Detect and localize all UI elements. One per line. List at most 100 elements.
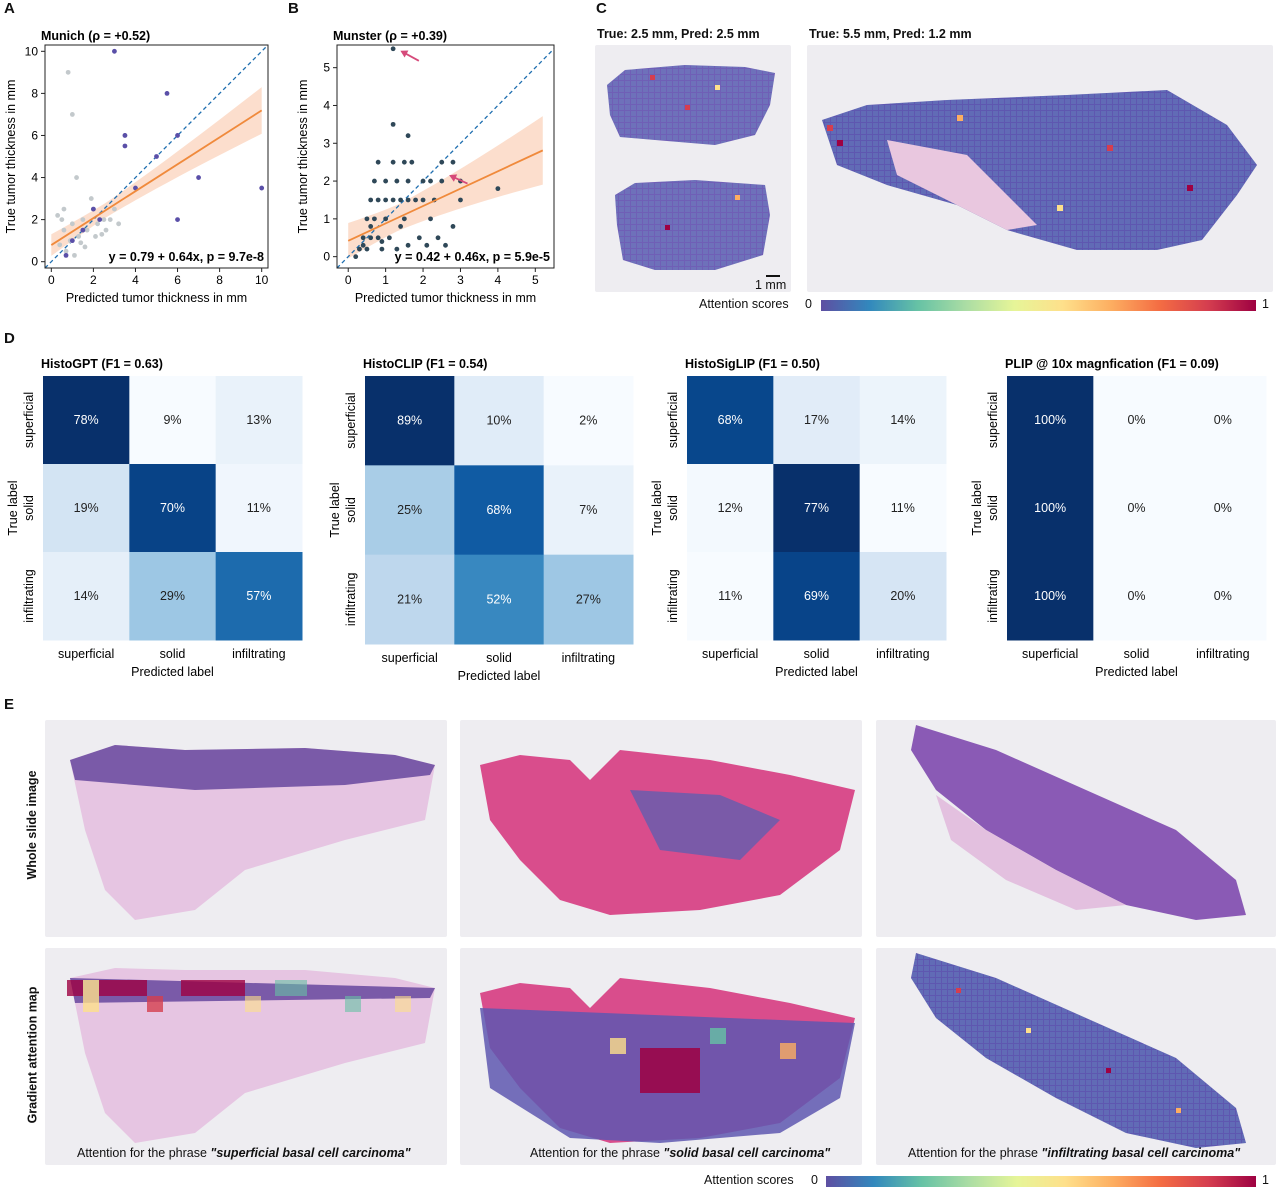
y-tick-label: solid	[986, 495, 1000, 521]
caption-infiltrating: Attention for the phrase "infiltrating b…	[908, 1146, 1241, 1160]
confusion-matrix-histoclip: HistoCLIP (F1 = 0.54) 89% 10% 2% 25% 68% 7% 21%…	[328, 357, 634, 683]
data-point	[368, 197, 374, 203]
data-point	[80, 227, 86, 233]
attention-slide-left-image	[607, 65, 775, 270]
data-point	[379, 239, 385, 244]
y-tick-label: 3	[323, 136, 330, 150]
data-point	[90, 206, 96, 212]
data-point	[416, 235, 422, 241]
x-tick-label: infiltrating	[232, 647, 286, 661]
scatter-plot-munster: Munster (ρ = +0.39) 0 1 2 3 4 5 0 1 2 3 4 5 Predicted…	[296, 29, 555, 305]
cell-value: 10%	[486, 414, 511, 428]
cell-value: 100%	[1034, 501, 1066, 515]
data-point	[375, 159, 381, 165]
data-point	[424, 242, 430, 248]
matrix-cell	[1093, 464, 1181, 553]
scatter-plot-munich: Munich (ρ = +0.52) 0 2 4 6 8 10 0 2 4 6 8 10 Predicte…	[4, 29, 269, 305]
y-axis-label: True label	[328, 482, 342, 537]
matrix-cell	[43, 376, 130, 465]
data-point	[405, 197, 411, 203]
x-tick-label: 4	[495, 273, 502, 287]
attention-slide-right	[807, 45, 1273, 292]
cell-value: 11%	[891, 501, 915, 515]
data-point	[72, 252, 77, 258]
x-axis-label: Predicted label	[131, 665, 214, 679]
data-point	[390, 121, 396, 127]
data-point	[93, 234, 98, 239]
data-point	[398, 197, 404, 203]
cell-value: 100%	[1034, 413, 1066, 427]
panel-c-left-title: True: 2.5 mm, Pred: 2.5 mm	[597, 27, 760, 41]
matrix-cell	[215, 376, 303, 465]
matrix-cell	[1179, 552, 1267, 641]
matrix-cell	[454, 554, 545, 645]
data-point	[69, 238, 75, 244]
cell-value: 77%	[804, 501, 829, 515]
y-tick-label: 2	[31, 213, 38, 227]
x-tick-label: 10	[255, 273, 269, 287]
y-axis-label: True label	[6, 480, 20, 535]
data-point	[372, 216, 377, 222]
x-tick-label: solid	[160, 647, 186, 661]
data-point	[61, 206, 67, 212]
y-tick-label: solid	[22, 495, 36, 521]
attention-superficial	[45, 948, 447, 1165]
data-point	[443, 242, 448, 248]
x-tick-label: infiltrating	[876, 647, 930, 661]
data-point	[383, 216, 389, 222]
data-point	[390, 197, 396, 203]
x-tick-label: 0	[48, 273, 55, 287]
data-point	[63, 252, 69, 258]
y-axis-label: True label	[650, 480, 664, 535]
attention-infiltrating-image	[911, 953, 1246, 1148]
scale-bar-label: 1 mm	[755, 278, 787, 292]
cell-value: 2%	[579, 414, 597, 428]
panel-e-colorbar-min: 0	[811, 1173, 818, 1187]
plot-title: Munster (ρ = +0.39)	[333, 29, 447, 43]
data-point	[84, 227, 90, 233]
x-tick-label: 3	[457, 273, 464, 287]
matrix-cell	[687, 464, 774, 553]
data-point	[61, 227, 67, 233]
data-point	[57, 242, 63, 248]
attention-slide-left	[595, 45, 791, 292]
matrix-cell	[859, 552, 947, 641]
data-point	[103, 227, 109, 233]
data-point	[259, 185, 265, 191]
matrix-cell	[129, 552, 217, 641]
y-tick-label: superficial	[344, 393, 358, 449]
confidence-band	[348, 116, 543, 259]
data-point	[383, 178, 389, 184]
y-tick-label: infiltrating	[986, 569, 1000, 623]
matrix-cell	[859, 376, 947, 465]
wsi-solid-image	[480, 750, 855, 915]
x-tick-label: solid	[1124, 647, 1150, 661]
x-tick-label: 8	[216, 273, 223, 287]
cell-value: 0%	[1214, 501, 1232, 515]
y-tick-label: 6	[31, 128, 38, 142]
matrix-cell	[1093, 552, 1181, 641]
x-tick-label: superficial	[1022, 647, 1078, 661]
matrix-cell	[1007, 464, 1094, 553]
x-tick-label: solid	[804, 647, 830, 661]
cell-value: 14%	[74, 589, 99, 603]
data-point	[133, 185, 138, 191]
data-point	[107, 217, 113, 223]
cell-value: 69%	[804, 589, 829, 603]
data-point	[364, 216, 370, 222]
attention-solid	[460, 948, 862, 1165]
wsi-infiltrating-image	[911, 725, 1246, 920]
highlight-arrowhead	[400, 50, 409, 58]
y-tick-label: 1	[323, 212, 330, 226]
data-point	[372, 178, 377, 184]
data-point	[368, 235, 374, 241]
cell-value: 19%	[74, 501, 99, 515]
x-tick-label: superficial	[58, 647, 114, 661]
data-point	[112, 48, 117, 54]
data-point	[88, 196, 94, 201]
panel-e-colorbar-max: 1	[1262, 1173, 1269, 1187]
x-axis-label: Predicted label	[458, 669, 541, 683]
panel-c-right-title: True: 5.5 mm, Pred: 1.2 mm	[809, 27, 972, 41]
cell-value: 70%	[160, 501, 185, 515]
matrix-title: HistoCLIP (F1 = 0.54)	[363, 357, 487, 371]
